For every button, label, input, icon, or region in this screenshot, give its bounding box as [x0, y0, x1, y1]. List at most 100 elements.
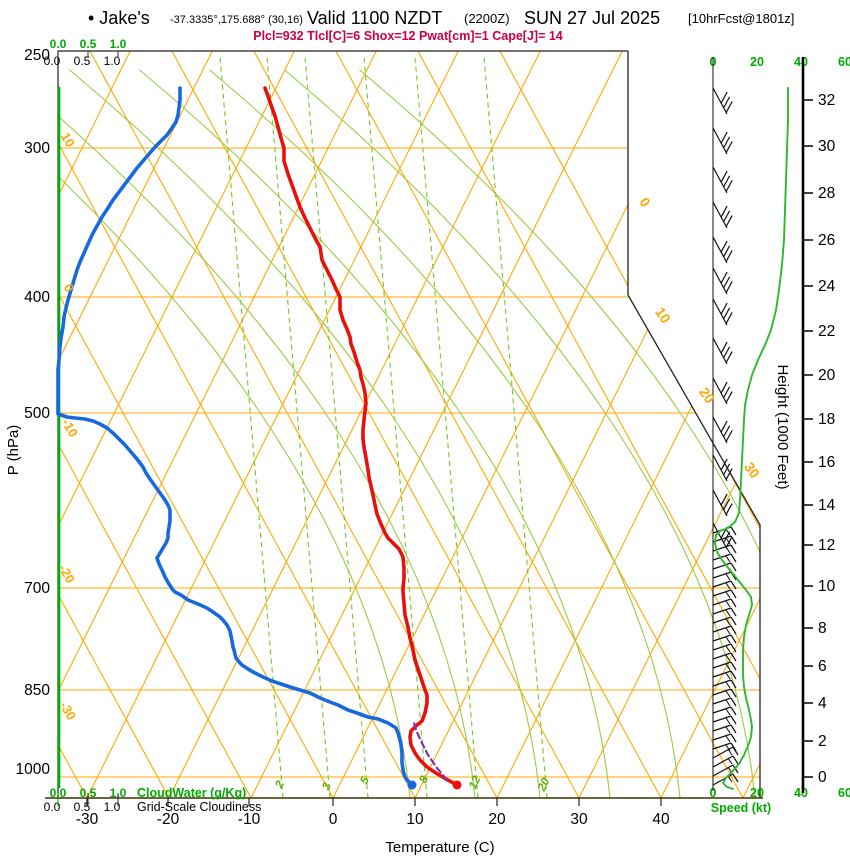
wind-panel [712, 57, 789, 791]
barb-feather [720, 131, 728, 144]
cloudiness-scale-top-label: 0.0 [44, 54, 61, 68]
isotherm-label: 10 [652, 304, 674, 326]
barb-feather [725, 609, 731, 617]
wind-barb-lower [712, 733, 737, 743]
barb-shaft [712, 127, 728, 155]
barb-feather [723, 425, 731, 438]
barb-shaft [712, 598, 732, 606]
barb-feather [727, 748, 733, 756]
wind-barb-lower [712, 625, 737, 635]
moist-adiabat-line [69, 69, 541, 798]
speed-tick-top-label: 40 [794, 55, 808, 69]
barb-shaft [712, 634, 732, 642]
barb-feather [725, 591, 731, 599]
barb-feather [725, 101, 733, 113]
wind-barb-lower [712, 679, 737, 689]
mixing-ratio-label: 5 [358, 775, 372, 786]
height-tick-label: 18 [818, 411, 835, 428]
barb-feather [730, 715, 737, 725]
pressure-tick-label: 400 [24, 289, 50, 306]
barb-shaft [712, 742, 732, 750]
wind-barb-lower [712, 755, 739, 768]
moist-adiabat-line [359, 69, 760, 798]
valid-date: SUN 27 Jul 2025 [524, 8, 661, 28]
height-tick-label: 28 [818, 185, 835, 202]
wind-barb-upper [712, 416, 733, 444]
barb-shaft [712, 773, 734, 786]
barb-feather [723, 175, 731, 188]
barb-feather [730, 706, 737, 716]
speed-tick-bottom-label: 0 [710, 786, 717, 800]
barb-feather [725, 180, 733, 192]
barb-shaft [712, 746, 734, 759]
height-tick-label: 8 [818, 620, 827, 637]
barb-shaft [712, 755, 734, 768]
barb-feather [720, 240, 728, 253]
temperature-axis-title: Temperature (C) [385, 839, 494, 856]
isotherm-line [58, 51, 295, 798]
plot-border [45, 50, 763, 799]
height-tick-label: 30 [818, 138, 836, 155]
barb-feather [723, 276, 731, 289]
cloudiness-scale-top-label: 1.0 [104, 54, 121, 68]
height-axis-title: Height (1000 Feet) [774, 364, 791, 489]
barb-shaft [712, 166, 728, 194]
barb-shaft [712, 589, 732, 597]
height-tick-label: 24 [818, 278, 836, 295]
barb-feather [725, 699, 731, 707]
station-title: • Jake's [88, 8, 150, 28]
barb-feather [730, 589, 737, 599]
barb-feather [725, 141, 733, 153]
speed-axis-title: Speed (kt) [711, 801, 771, 815]
barb-feather [725, 627, 731, 635]
speed-tick-bottom-label: 60 [838, 786, 850, 800]
barb-feather [720, 205, 728, 218]
height-tick-label: 12 [818, 537, 835, 554]
forecast-tag: [10hrFcst@1801z] [688, 11, 795, 26]
mixing-ratio-line [483, 57, 548, 798]
barb-feather [730, 535, 737, 545]
isotherm-line [86, 51, 459, 798]
cloudwater-scale-top-label: 0.5 [80, 37, 97, 51]
barb-shaft [712, 454, 728, 482]
dewpoint-surface-dot [407, 780, 417, 790]
barb-shaft [712, 236, 728, 264]
temp-tick-label: 30 [570, 811, 588, 828]
barb-feather [723, 136, 731, 149]
barb-feather [732, 746, 739, 756]
isotherm-line [578, 51, 760, 798]
barb-shaft [712, 267, 728, 295]
wind-barb-upper [712, 201, 733, 229]
barb-shaft [712, 764, 734, 777]
barb-feather [725, 430, 733, 442]
barb-feather [725, 528, 731, 536]
barb-feather [725, 663, 731, 671]
barb-feather [730, 643, 737, 653]
mixing-ratio-label: 8 [417, 774, 431, 785]
isotherm-line [496, 51, 760, 798]
barb-shaft [712, 679, 732, 687]
height-tick-label: 0 [818, 769, 827, 786]
wind-barb-upper [712, 87, 733, 115]
indices-subtitle: Plcl=932 Tlcl[C]=6 Shox=12 Pwat[cm]=1 Ca… [253, 29, 563, 43]
barb-shaft [712, 661, 732, 669]
valid-time: Valid 1100 NZDT [307, 8, 443, 28]
barb-feather [725, 503, 733, 515]
dry-adiabat-line [89, 51, 498, 798]
barb-feather [730, 598, 737, 608]
barb-feather [727, 757, 733, 765]
wind-barb-upper [712, 454, 733, 482]
isotherm-label: 0 [636, 194, 654, 210]
mixing-ratio-label: 20 [536, 776, 553, 794]
mixing-ratio-line [304, 57, 369, 798]
barb-shaft [712, 377, 728, 405]
barb-feather [732, 755, 739, 765]
cloudiness-scale-bottom-label: 0.0 [44, 800, 61, 814]
barb-feather [720, 341, 728, 354]
barb-feather [730, 670, 737, 680]
isotherm-line [250, 51, 623, 798]
barb-feather [725, 672, 731, 680]
isotherm-line [58, 51, 131, 798]
axis-title-group: P (hPa) Temperature (C) Height (1000 Fee… [5, 364, 791, 856]
